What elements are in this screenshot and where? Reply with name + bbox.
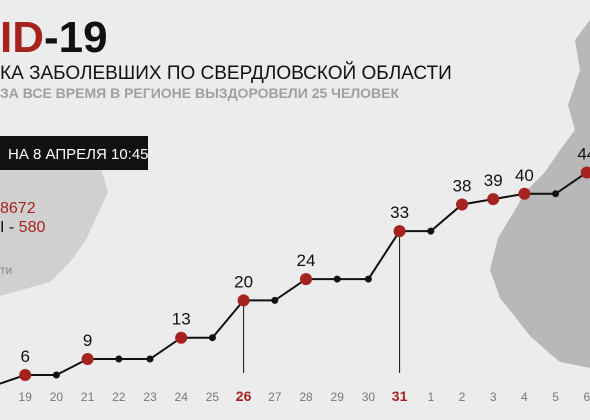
x-tick-label: 21 [81,390,95,404]
data-label: 13 [172,310,191,329]
x-tick-label: 23 [143,390,157,404]
data-point [300,273,312,286]
date-badge [0,136,148,170]
x-tick-label: 28 [299,390,313,404]
data-point [518,187,531,200]
data-label: 40 [515,166,534,185]
data-point [271,296,279,304]
data-point [333,275,341,283]
data-label: 9 [83,331,92,350]
title-accent: ID [0,13,44,62]
x-tick-label: 1 [427,390,434,404]
stat-line-2-prefix: I - [0,219,19,236]
stat-line-3: ти [0,263,12,277]
data-point [456,198,468,211]
data-label: 44 [577,144,590,163]
drop-lines [243,231,401,373]
subtitle: КА ЗАБОЛЕВШИХ ПО СВЕРДЛОВСКОЙ ОБЛАСТИ [0,62,452,84]
x-tick-label: 3 [490,390,497,404]
x-tick-label: 5 [552,390,559,404]
x-tick-label: 24 [175,390,189,404]
x-tick-label: 26 [236,388,252,404]
data-label: 24 [297,251,316,270]
data-point [146,355,154,363]
x-tick-labels: 819202122232425262728293031123456 [19,388,590,404]
x-tick-label: 31 [392,388,408,404]
data-label: 6 [20,347,29,366]
date-badge-text: НА 8 АПРЕЛЯ 10:45 [8,146,149,163]
data-point [19,369,32,382]
x-tick-label: 2 [459,390,466,404]
data-point [115,355,123,363]
data-label: 39 [484,171,503,190]
stat-line-2: I - 580 [0,219,45,236]
map-shape-west [0,150,108,296]
data-point [237,294,250,307]
data-point [580,166,590,179]
x-tick-label: 30 [362,390,376,404]
data-point [427,227,435,235]
data-label: 20 [234,272,253,291]
data-point [208,334,216,342]
stat-line-1: 8672 [0,200,36,217]
title-rest: -19 [44,13,108,62]
stat-line-2-value: 580 [19,219,46,236]
data-label: 33 [390,203,409,222]
data-point [393,225,406,238]
data-points [19,166,590,382]
data-point [552,190,560,198]
x-tick-label: 27 [268,390,282,404]
data-point [364,275,372,283]
data-point [175,331,188,344]
x-tick-label: 4 [521,390,528,404]
subtitle-secondary: ЗА ВСЕ ВРЕМЯ В РЕГИОНЕ ВЫЗДОРОВЕЛИ 25 ЧЕ… [0,85,400,101]
data-labels: 6 9 13 20 24 33 38 39 40 44 [20,144,590,366]
data-point [487,193,500,206]
page-title: ID-19 [0,13,108,62]
data-point [81,353,94,366]
x-tick-label: 25 [206,390,220,404]
x-tick-label: 19 [19,390,33,404]
data-label: 38 [453,176,472,195]
x-tick-label: 20 [50,390,64,404]
x-tick-label: 22 [112,390,126,404]
x-tick-label: 6 [583,390,590,404]
x-tick-label: 29 [331,390,345,404]
data-point [52,371,60,379]
